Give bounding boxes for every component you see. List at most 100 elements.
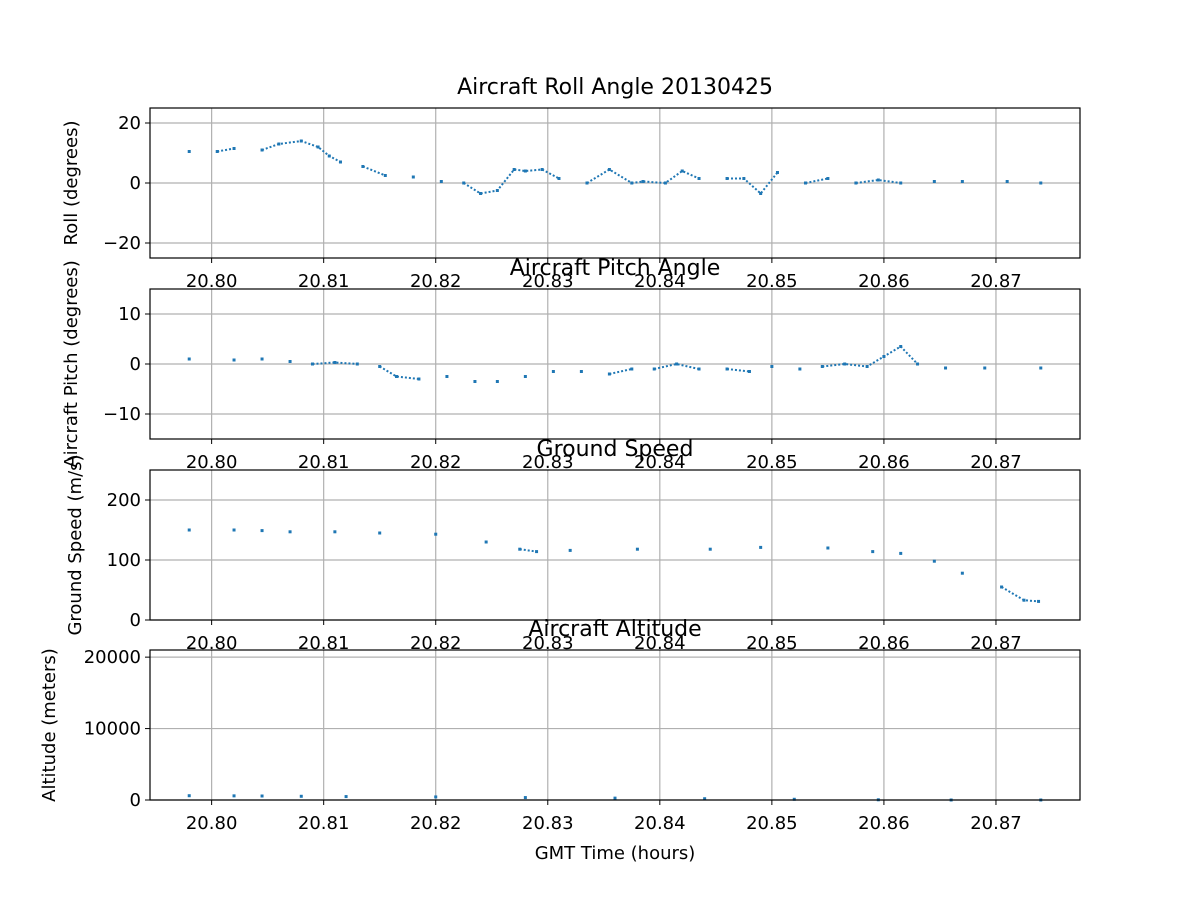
subplot-2: 20.80 20.81 20.82 20.83 20.84 20.85 20.86 20.87…	[61, 256, 1081, 473]
data-point	[770, 365, 774, 368]
data-point	[417, 377, 421, 381]
y-tick-label: 10	[118, 304, 141, 325]
data-point	[826, 546, 830, 550]
y-tick-label: 0	[130, 790, 141, 811]
x-tick-label: 20.85	[746, 271, 798, 292]
data-point	[607, 168, 611, 171]
data-point	[299, 794, 303, 798]
data-point	[1037, 599, 1041, 603]
data-point	[747, 370, 751, 373]
data-point	[675, 362, 679, 366]
subplot-title: Aircraft Roll Angle 20130425	[457, 75, 773, 100]
y-tick-label: −10	[103, 404, 141, 425]
data-point	[557, 177, 561, 180]
x-tick-label: 20.84	[634, 452, 686, 473]
y-axis-label: Ground Speed (m/s)	[65, 454, 86, 635]
data-point	[843, 362, 847, 366]
data-point	[395, 375, 399, 378]
data-point	[187, 357, 191, 361]
data-point	[523, 375, 527, 378]
data-point	[288, 360, 292, 363]
data-point	[260, 357, 264, 361]
x-tick-label: 20.85	[746, 452, 798, 473]
x-tick-label: 20.82	[410, 813, 462, 834]
x-tick-label: 20.85	[746, 813, 798, 834]
data-point	[344, 795, 348, 799]
data-point	[439, 180, 443, 183]
data-point	[333, 530, 337, 534]
data-point	[523, 169, 527, 173]
data-point	[585, 181, 589, 185]
x-tick-label: 20.82	[410, 633, 462, 654]
data-trace	[519, 548, 1039, 603]
data-point	[232, 794, 236, 798]
data-point	[630, 181, 634, 185]
data-point	[232, 358, 236, 362]
x-axis-label: GMT Time (hours)	[535, 843, 696, 864]
x-tick-label: 20.83	[522, 452, 574, 473]
data-point	[232, 528, 236, 532]
data-point	[697, 177, 701, 180]
data-point	[960, 180, 964, 183]
data-point	[697, 367, 701, 371]
data-point	[232, 147, 236, 150]
subplot-4: 20.80 20.81 20.82 20.83 20.84 20.85 20.86 20.87…	[39, 617, 1081, 864]
y-tick-label: 0	[130, 173, 141, 194]
x-tick-label: 20.86	[858, 271, 910, 292]
x-tick-label: 20.84	[634, 271, 686, 292]
y-tick-label: 100	[107, 550, 141, 571]
x-tick-label: 20.84	[634, 633, 686, 654]
data-point	[518, 547, 522, 551]
x-tick-label: 20.81	[298, 452, 350, 473]
subplot-title: Aircraft Altitude	[528, 617, 701, 642]
data-point	[277, 142, 281, 146]
axes-frame	[149, 649, 1081, 801]
y-tick-label: 20	[118, 113, 141, 134]
x-tick-label: 20.85	[746, 633, 798, 654]
data-point	[411, 175, 415, 179]
x-tick-label: 20.87	[970, 452, 1022, 473]
data-point	[865, 365, 869, 368]
x-tick-label: 20.80	[186, 452, 238, 473]
data-point	[899, 551, 903, 555]
y-axis-label: Roll (degrees)	[61, 121, 82, 246]
data-point	[495, 380, 499, 383]
x-tick-label: 20.80	[186, 813, 238, 834]
data-series	[187, 528, 1041, 603]
data-point	[1000, 585, 1004, 589]
y-tick-label: 200	[107, 490, 141, 511]
data-point	[361, 165, 365, 168]
data-point	[434, 532, 438, 536]
subplot-title: Ground Speed	[537, 437, 694, 462]
data-point	[759, 192, 763, 195]
x-tick-label: 20.82	[410, 271, 462, 292]
data-point	[540, 168, 544, 171]
data-point	[316, 145, 320, 149]
x-tick-label: 20.82	[410, 452, 462, 473]
data-point	[1005, 180, 1009, 183]
data-point	[932, 559, 936, 563]
data-point	[871, 550, 875, 554]
data-point	[983, 366, 987, 370]
x-tick-label: 20.83	[522, 813, 574, 834]
data-point	[484, 540, 488, 544]
data-point	[635, 547, 639, 551]
data-point	[299, 139, 303, 143]
axes-frame	[149, 469, 1081, 621]
data-point	[434, 795, 438, 799]
data-point	[607, 372, 611, 376]
data-point	[473, 380, 477, 383]
data-point	[338, 160, 342, 164]
data-point	[641, 180, 645, 183]
data-point	[378, 365, 382, 368]
x-tick-label: 20.81	[298, 813, 350, 834]
data-point	[187, 528, 191, 532]
data-point	[260, 794, 264, 798]
y-tick-label: 20000	[84, 647, 141, 668]
subplot-3: 20.80 20.81 20.82 20.83 20.84 20.85 20.86 20.87…	[65, 437, 1081, 654]
data-point	[916, 362, 920, 366]
data-point	[944, 366, 948, 370]
data-point	[187, 150, 191, 153]
data-point	[826, 177, 830, 180]
